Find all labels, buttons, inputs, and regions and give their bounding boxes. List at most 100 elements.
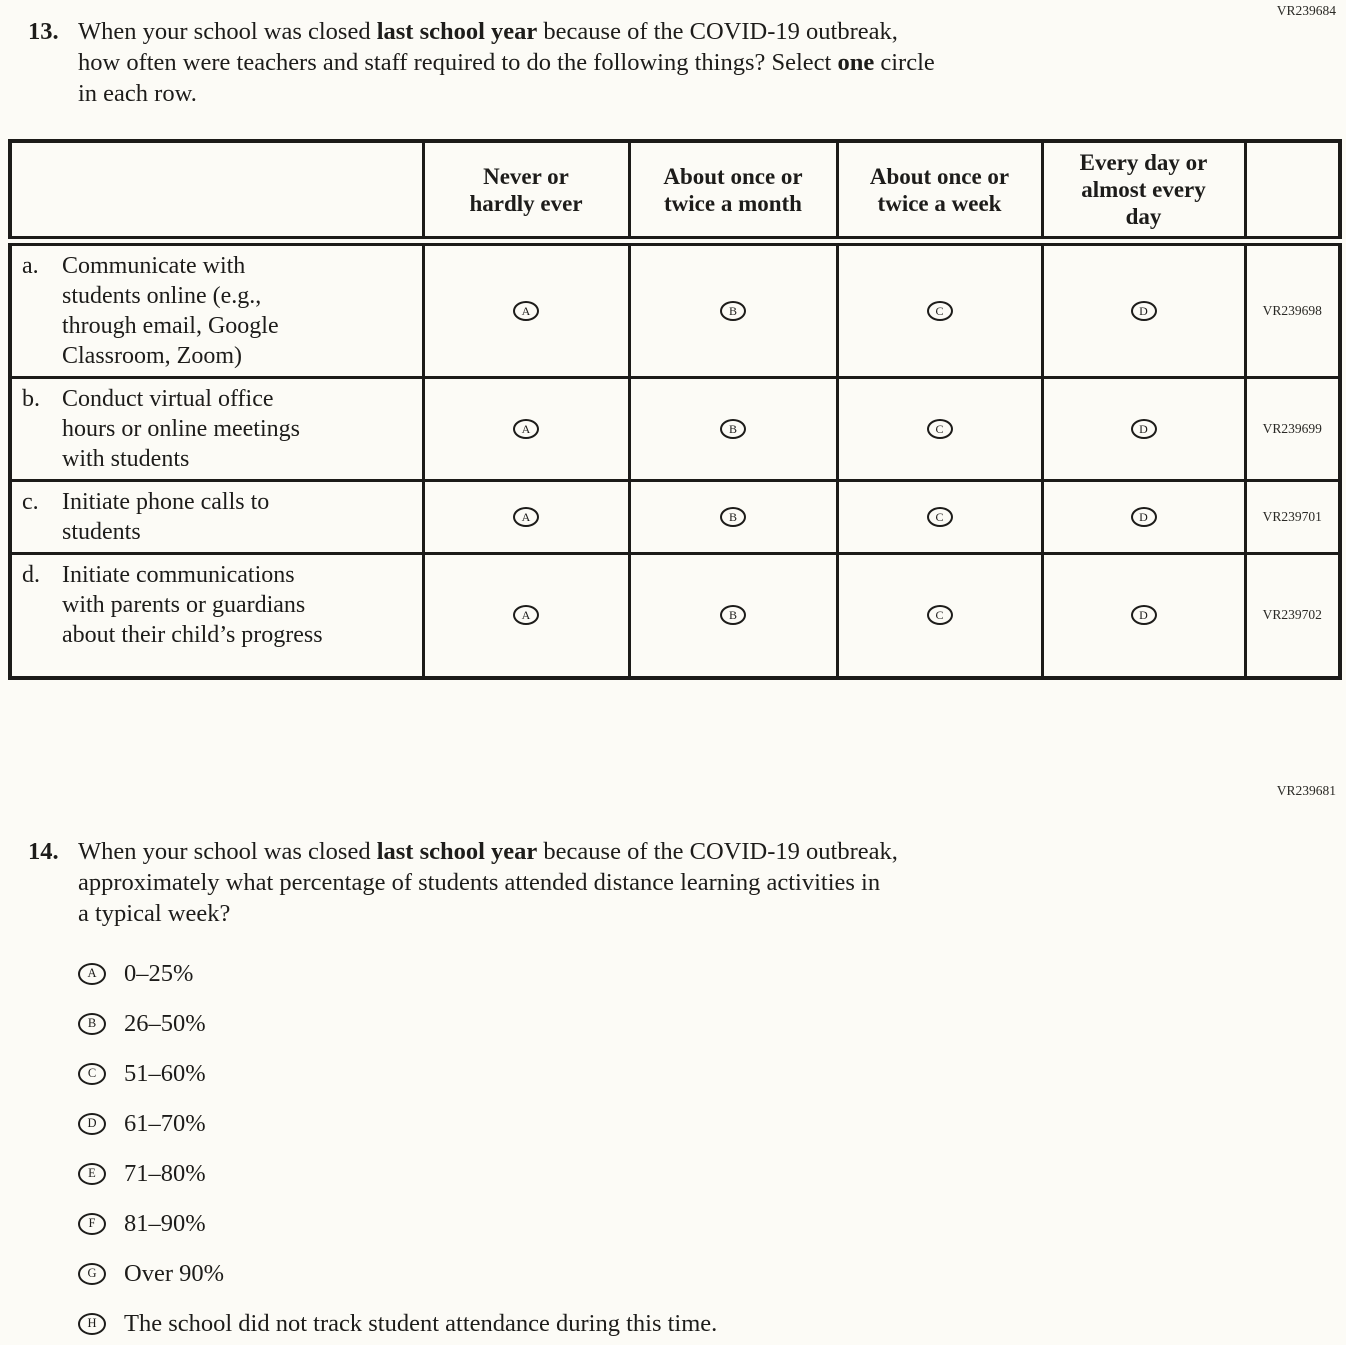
table-row-b: b. Conduct virtual office hours or onlin… — [8, 376, 1342, 482]
q14-bubble-H[interactable]: H — [78, 1312, 106, 1335]
q13-text-seg: in each row. — [78, 80, 197, 107]
row-c-cell-week: C — [835, 479, 1044, 555]
q14-options-list: A 0–25% B 26–50% C 51–60% D 61–70% E 71–… — [78, 949, 1346, 1345]
q13b-bubble-B[interactable]: B — [720, 419, 746, 439]
row-c-cell-daily: D — [1040, 479, 1247, 555]
table-row-a: a. Communicate with students online (e.g… — [8, 239, 1342, 379]
q14-option-text-E: 71–80% — [124, 1159, 206, 1187]
q14-option-text-C: 51–60% — [124, 1059, 206, 1087]
row-b-cell-never: A — [421, 376, 631, 482]
q13-text-seg: how often were teachers and staff requir… — [78, 49, 838, 76]
q14-text-seg: because of the COVID-19 outbreak, — [537, 837, 898, 865]
q14-bubble-C[interactable]: C — [78, 1062, 106, 1085]
column-header-never: Never or hardly ever — [421, 139, 631, 246]
question-14-text: When your school was closed last school … — [78, 836, 898, 929]
q14-option-text-F: 81–90% — [124, 1209, 206, 1237]
row-b-code: VR239699 — [1243, 376, 1342, 482]
q14-option-row-B: B 26–50% — [78, 999, 1346, 1049]
q14-option-row-H: H The school did not track student atten… — [78, 1299, 1346, 1345]
header-empty-cell — [8, 139, 425, 246]
row-a-letter: a. — [22, 253, 39, 279]
row-b-label-cell: b. Conduct virtual office hours or onlin… — [8, 376, 425, 482]
q13c-bubble-A[interactable]: A — [513, 507, 539, 527]
question-13-text: When your school was closed last school … — [78, 16, 935, 109]
table-row-d: d. Initiate communications with parents … — [8, 552, 1342, 679]
q13c-bubble-B[interactable]: B — [720, 507, 746, 527]
row-c-cell-month: B — [627, 479, 839, 555]
column-header-daily: Every day or almost every day — [1040, 139, 1247, 246]
q13a-bubble-D[interactable]: D — [1130, 301, 1157, 321]
row-d-letter: d. — [22, 562, 40, 588]
question-14: 14. When your school was closed last sch… — [28, 836, 1346, 929]
row-d-cell-week: C — [835, 552, 1044, 679]
row-d-cell-month: B — [627, 552, 839, 679]
row-d-cell-daily: D — [1040, 552, 1247, 679]
row-d-code: VR239702 — [1243, 552, 1342, 679]
q14-bubble-F[interactable]: F — [78, 1212, 106, 1235]
q13a-bubble-B[interactable]: B — [720, 301, 746, 321]
q13d-bubble-A[interactable]: A — [513, 605, 539, 626]
q13b-bubble-C[interactable]: C — [926, 419, 953, 439]
row-b-label: Conduct virtual office hours or online m… — [62, 386, 300, 472]
q13a-bubble-C[interactable]: C — [926, 301, 953, 321]
row-d-cell-never: A — [421, 552, 631, 679]
q13c-bubble-D[interactable]: D — [1130, 507, 1157, 527]
form-code-middle: VR239681 — [1276, 783, 1336, 798]
q13c-bubble-C[interactable]: C — [926, 507, 953, 527]
row-b-letter: b. — [22, 386, 40, 412]
row-a-cell-month: B — [627, 239, 839, 379]
row-b-cell-month: B — [627, 376, 839, 482]
q13-frequency-table: Never or hardly ever About once or twice… — [8, 139, 1342, 680]
q14-option-text-A: 0–25% — [124, 959, 194, 987]
column-header-month: About once or twice a month — [627, 139, 839, 246]
q14-option-row-A: A 0–25% — [78, 949, 1346, 999]
row-c-label: Initiate phone calls to students — [62, 489, 270, 545]
q14-option-text-D: 61–70% — [124, 1109, 206, 1137]
q14-option-row-G: G Over 90% — [78, 1249, 1346, 1299]
q14-option-row-D: D 61–70% — [78, 1099, 1346, 1149]
table-row-c: c. Initiate phone calls to students A B … — [8, 479, 1342, 555]
header-code-cell — [1243, 139, 1342, 246]
q14-option-row-C: C 51–60% — [78, 1049, 1346, 1099]
row-c-cell-never: A — [421, 479, 631, 555]
form-code-top: VR239684 — [1276, 3, 1336, 18]
row-a-label-cell: a. Communicate with students online (e.g… — [8, 239, 425, 379]
q14-text-seg: When your school was closed — [78, 837, 377, 865]
q13-text-seg: circle — [874, 49, 935, 76]
q14-bubble-B[interactable]: B — [78, 1012, 106, 1035]
row-c-letter: c. — [22, 489, 39, 515]
q14-option-text-H: The school did not track student attenda… — [124, 1309, 718, 1337]
q14-option-text-G: Over 90% — [124, 1259, 225, 1287]
q14-text-seg: a typical week? — [78, 899, 231, 927]
q13a-bubble-A[interactable]: A — [513, 301, 539, 321]
q14-bubble-E[interactable]: E — [78, 1162, 106, 1185]
q14-bubble-D[interactable]: D — [78, 1112, 106, 1135]
question-13-number: 13. — [28, 18, 59, 45]
q13-text-seg: because of the COVID-19 outbreak, — [537, 18, 898, 45]
q14-option-row-E: E 71–80% — [78, 1149, 1346, 1199]
row-a-code: VR239698 — [1243, 239, 1342, 379]
q13d-bubble-D[interactable]: D — [1130, 605, 1157, 626]
table-header-row: Never or hardly ever About once or twice… — [8, 139, 1342, 246]
row-b-cell-week: C — [835, 376, 1044, 482]
q13d-bubble-C[interactable]: C — [926, 605, 953, 626]
row-a-cell-never: A — [421, 239, 631, 379]
column-header-week: About once or twice a week — [835, 139, 1044, 246]
q14-text-seg: approximately what percentage of student… — [78, 868, 881, 896]
question-13: 13. When your school was closed last sch… — [28, 0, 1346, 109]
q14-bubble-A[interactable]: A — [78, 962, 106, 985]
row-a-cell-week: C — [835, 239, 1044, 379]
question-14-number: 14. — [28, 837, 59, 865]
row-b-cell-daily: D — [1040, 376, 1247, 482]
row-a-label: Communicate with students online (e.g., … — [62, 253, 279, 369]
q13-text-seg: When your school was closed — [78, 18, 377, 45]
row-c-label-cell: c. Initiate phone calls to students — [8, 479, 425, 555]
q13b-bubble-A[interactable]: A — [513, 419, 539, 439]
q13d-bubble-B[interactable]: B — [720, 605, 746, 626]
q14-option-row-F: F 81–90% — [78, 1199, 1346, 1249]
q13-text-bold: one — [837, 49, 875, 76]
q14-option-text-B: 26–50% — [124, 1009, 206, 1037]
q14-bubble-G[interactable]: G — [78, 1262, 106, 1285]
row-c-code: VR239701 — [1243, 479, 1342, 555]
q13b-bubble-D[interactable]: D — [1130, 419, 1157, 439]
